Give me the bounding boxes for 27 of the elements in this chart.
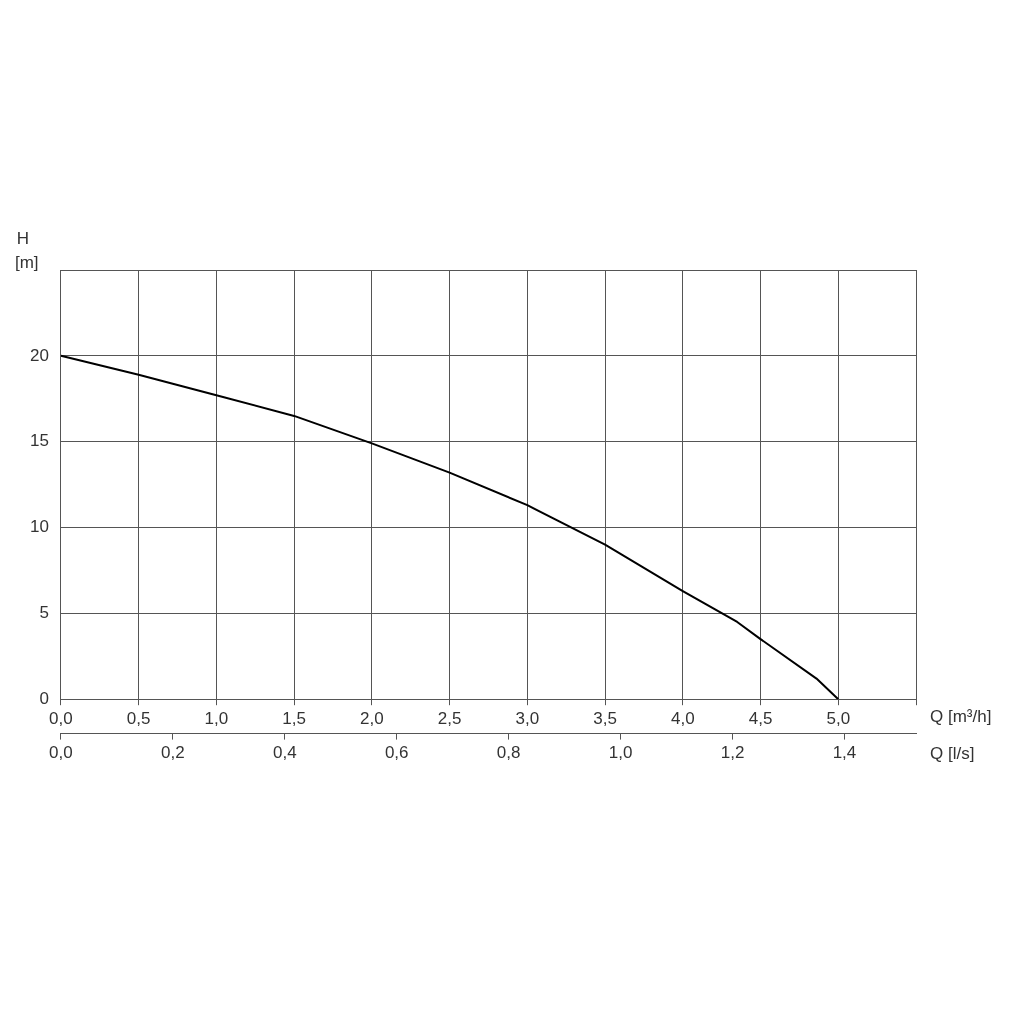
x-tick-label: 1,5 <box>282 709 306 729</box>
y-tick-label: 5 <box>39 603 49 623</box>
y-axis-title: H [m] <box>14 229 39 272</box>
y-tick-label: 10 <box>29 517 49 537</box>
x2-tick-label: 0,2 <box>161 743 185 763</box>
x-tick-label: 2,5 <box>437 709 462 729</box>
x-tick-label: 0,5 <box>126 709 151 729</box>
x-tick-label: 3,5 <box>593 709 617 729</box>
x-tick-label: 2,0 <box>360 709 384 729</box>
x-tick-label: 3,0 <box>515 709 540 729</box>
x2-tick-label: 1,4 <box>832 743 857 763</box>
x2-tick-label: 0,4 <box>272 743 297 763</box>
x2-tick-label: 0,6 <box>384 743 409 763</box>
x-tick-label: 4,0 <box>670 709 695 729</box>
x-tick-label: 0,0 <box>49 709 73 729</box>
x2-tick-label: 0,8 <box>496 743 521 763</box>
x-axis-title: Q [m³/h] <box>930 707 992 727</box>
y-tick-label: 20 <box>29 345 49 365</box>
y-tick-label: 0 <box>39 688 49 708</box>
x-tick-label: 5,0 <box>826 709 851 729</box>
x2-tick-label: 0,0 <box>49 743 73 763</box>
x-tick-label: 4,5 <box>748 709 773 729</box>
x-tick-label: 1,0 <box>204 709 229 729</box>
x2-tick-label: 1,2 <box>720 743 745 763</box>
x2-tick-label: 1,0 <box>608 743 633 763</box>
x2-axis-title: Q [l/s] <box>930 743 975 763</box>
y-tick-label: 15 <box>29 431 49 451</box>
